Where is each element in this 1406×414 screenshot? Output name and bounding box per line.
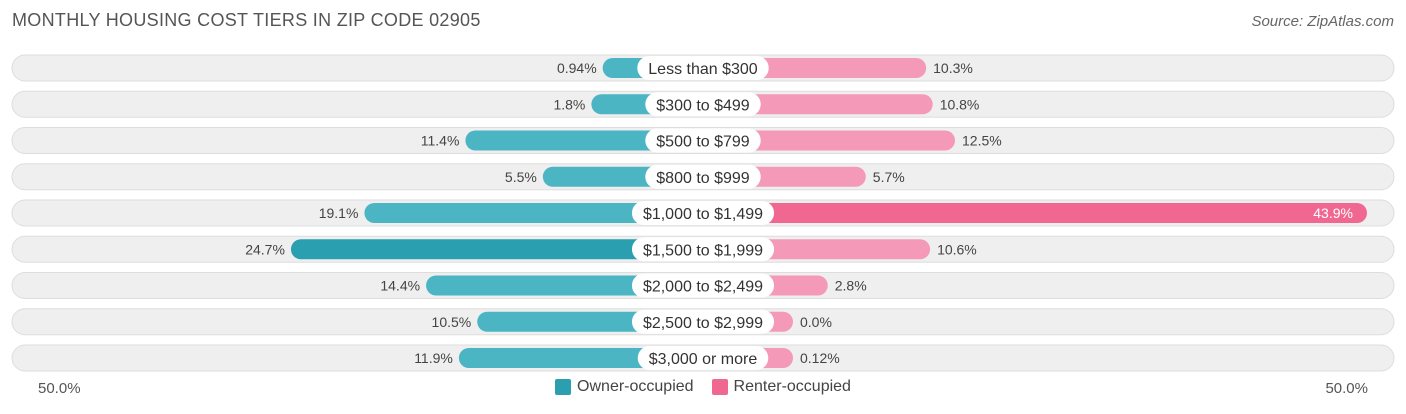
renter-bar	[703, 94, 933, 115]
legend-owner: Owner-occupied	[555, 378, 694, 396]
category-pill	[645, 128, 761, 153]
category-label: $1,500 to $1,999	[643, 242, 763, 259]
chart-area: Less than $300 0.94% 10.3% $300 to $499 1.8%…	[11, 54, 1395, 372]
owner-value-label: 24.7%	[245, 241, 285, 257]
category-pill	[631, 309, 775, 334]
legend-owner-swatch	[555, 379, 572, 395]
category-pill	[631, 237, 775, 262]
category-label: $500 to $799	[656, 134, 750, 151]
category-pill	[637, 346, 769, 370]
category-label: $2,000 to $2,499	[643, 279, 763, 296]
renter-value-label: 0.0%	[800, 314, 832, 330]
owner-bar	[364, 203, 703, 223]
category-pill	[631, 201, 775, 225]
category-label: $800 to $999	[656, 170, 750, 187]
owner-value-label: 19.1%	[319, 205, 359, 221]
owner-value-label: 11.4%	[421, 133, 460, 149]
category-label: $3,000 or more	[649, 351, 758, 368]
legend-renter-label: Renter-occupied	[733, 378, 851, 395]
renter-value-label: 43.9%	[1313, 205, 1353, 221]
chart-title: MONTHLY HOUSING COST TIERS IN ZIP CODE 0…	[12, 10, 481, 30]
legend: Owner-occupied Renter-occupied	[0, 378, 1406, 396]
renter-value-label: 10.8%	[940, 96, 980, 112]
renter-value-label: 5.7%	[873, 169, 905, 185]
renter-value-label: 10.6%	[937, 241, 977, 257]
owner-value-label: 1.8%	[553, 96, 585, 112]
category-label: $300 to $499	[656, 97, 750, 114]
legend-renter: Renter-occupied	[711, 378, 851, 396]
owner-value-label: 10.5%	[432, 314, 472, 330]
owner-value-label: 5.5%	[505, 169, 537, 185]
axis-right-label: 50.0%	[1325, 380, 1368, 397]
renter-value-label: 2.8%	[835, 278, 867, 294]
renter-bar	[703, 203, 1367, 223]
category-label: $2,500 to $2,999	[643, 315, 763, 332]
category-label: Less than $300	[648, 61, 758, 78]
category-pill	[637, 56, 769, 80]
axis-left-label: 50.0%	[38, 380, 81, 397]
owner-value-label: 11.9%	[414, 350, 453, 366]
category-label: $1,000 to $1,499	[643, 206, 763, 223]
renter-bar	[703, 130, 955, 151]
renter-value-label: 0.12%	[800, 350, 840, 366]
category-pill	[631, 273, 775, 298]
category-pill	[645, 92, 761, 117]
owner-value-label: 14.4%	[380, 278, 420, 294]
owner-value-label: 0.94%	[557, 60, 597, 76]
owner-bar	[290, 239, 703, 260]
legend-owner-label: Owner-occupied	[577, 378, 694, 395]
renter-value-label: 12.5%	[962, 133, 1002, 149]
renter-value-label: 10.3%	[933, 60, 973, 76]
owner-bar	[465, 130, 703, 151]
source-label: Source: ZipAtlas.com	[1251, 13, 1394, 30]
category-pill	[645, 164, 761, 189]
legend-renter-swatch	[711, 379, 728, 395]
